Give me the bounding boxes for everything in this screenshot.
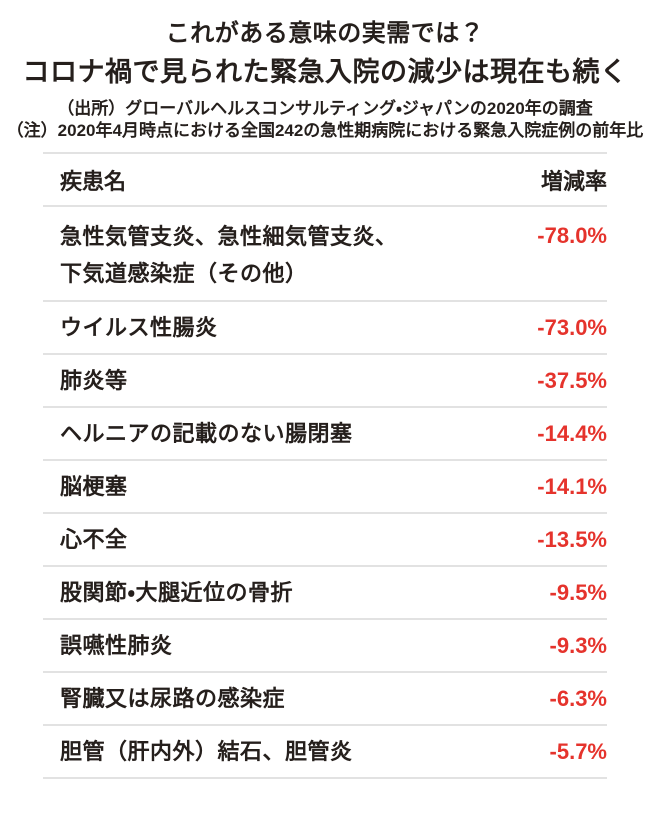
admissions-table: 疾患名 増減率 急性気管支炎、急性細気管支炎、 下気道感染症（その他） -78.…: [43, 152, 607, 779]
table-row: 誤嚥性肺炎 -9.3%: [43, 620, 607, 673]
rate-value: -13.5%: [537, 526, 607, 552]
table-header-row: 疾患名 増減率: [43, 154, 607, 207]
table-row: 股関節・大腿近位の骨折 -9.5%: [43, 567, 607, 620]
disease-name: ウイルス性腸炎: [60, 314, 218, 340]
table-row: 脳梗塞 -14.1%: [43, 461, 607, 514]
disease-name: 腎臓又は尿路の感染症: [60, 685, 286, 711]
source-note: （出所）グローバルヘルスコンサルティング・ジャパンの2020年の調査: [57, 99, 593, 118]
rate-value: -9.5%: [549, 579, 607, 605]
disease-name: 心不全: [60, 526, 128, 552]
table-row: 心不全 -13.5%: [43, 514, 607, 567]
disease-name: 急性気管支炎、急性細気管支炎、 下気道感染症（その他）: [60, 224, 398, 286]
table-row: ウイルス性腸炎 -73.0%: [43, 302, 607, 355]
table-row: 腎臓又は尿路の感染症 -6.3%: [43, 673, 607, 726]
column-header-disease: 疾患名: [60, 168, 127, 194]
table-row: 胆管（肝内外）結石、胆管炎 -5.7%: [43, 726, 607, 779]
table-row: ヘルニアの記載のない腸閉塞 -14.4%: [43, 408, 607, 461]
title-line-1: これがある意味の実需では？: [165, 20, 485, 47]
rate-value: -78.0%: [537, 223, 607, 248]
table-body: 急性気管支炎、急性細気管支炎、 下気道感染症（その他） -78.0% ウイルス性…: [43, 207, 607, 779]
column-header-rate: 増減率: [540, 168, 607, 194]
rate-value: -14.4%: [537, 420, 607, 446]
disease-name: 肺炎等: [60, 367, 128, 393]
table-row: 急性気管支炎、急性細気管支炎、 下気道感染症（その他） -78.0%: [43, 207, 607, 302]
title-line-2: コロナ禍で見られた緊急入院の減少は現在も続く: [22, 57, 628, 87]
rate-value: -6.3%: [549, 685, 607, 711]
disease-name: ヘルニアの記載のない腸閉塞: [60, 420, 353, 446]
rate-value: -37.5%: [537, 367, 607, 393]
rate-value: -9.3%: [549, 632, 607, 658]
disease-name: 誤嚥性肺炎: [60, 632, 173, 658]
rate-value: -14.1%: [537, 473, 607, 499]
disease-name: 脳梗塞: [60, 473, 128, 499]
rate-value: -73.0%: [537, 314, 607, 340]
disease-name: 胆管（肝内外）結石、胆管炎: [60, 738, 353, 764]
disease-name: 股関節・大腿近位の骨折: [60, 579, 293, 605]
rate-value: -5.7%: [549, 738, 607, 764]
method-note: （注）2020年4月時点における全国242の急性期病院における緊急入院症例の前年…: [6, 121, 644, 140]
table-row: 肺炎等 -37.5%: [43, 355, 607, 408]
